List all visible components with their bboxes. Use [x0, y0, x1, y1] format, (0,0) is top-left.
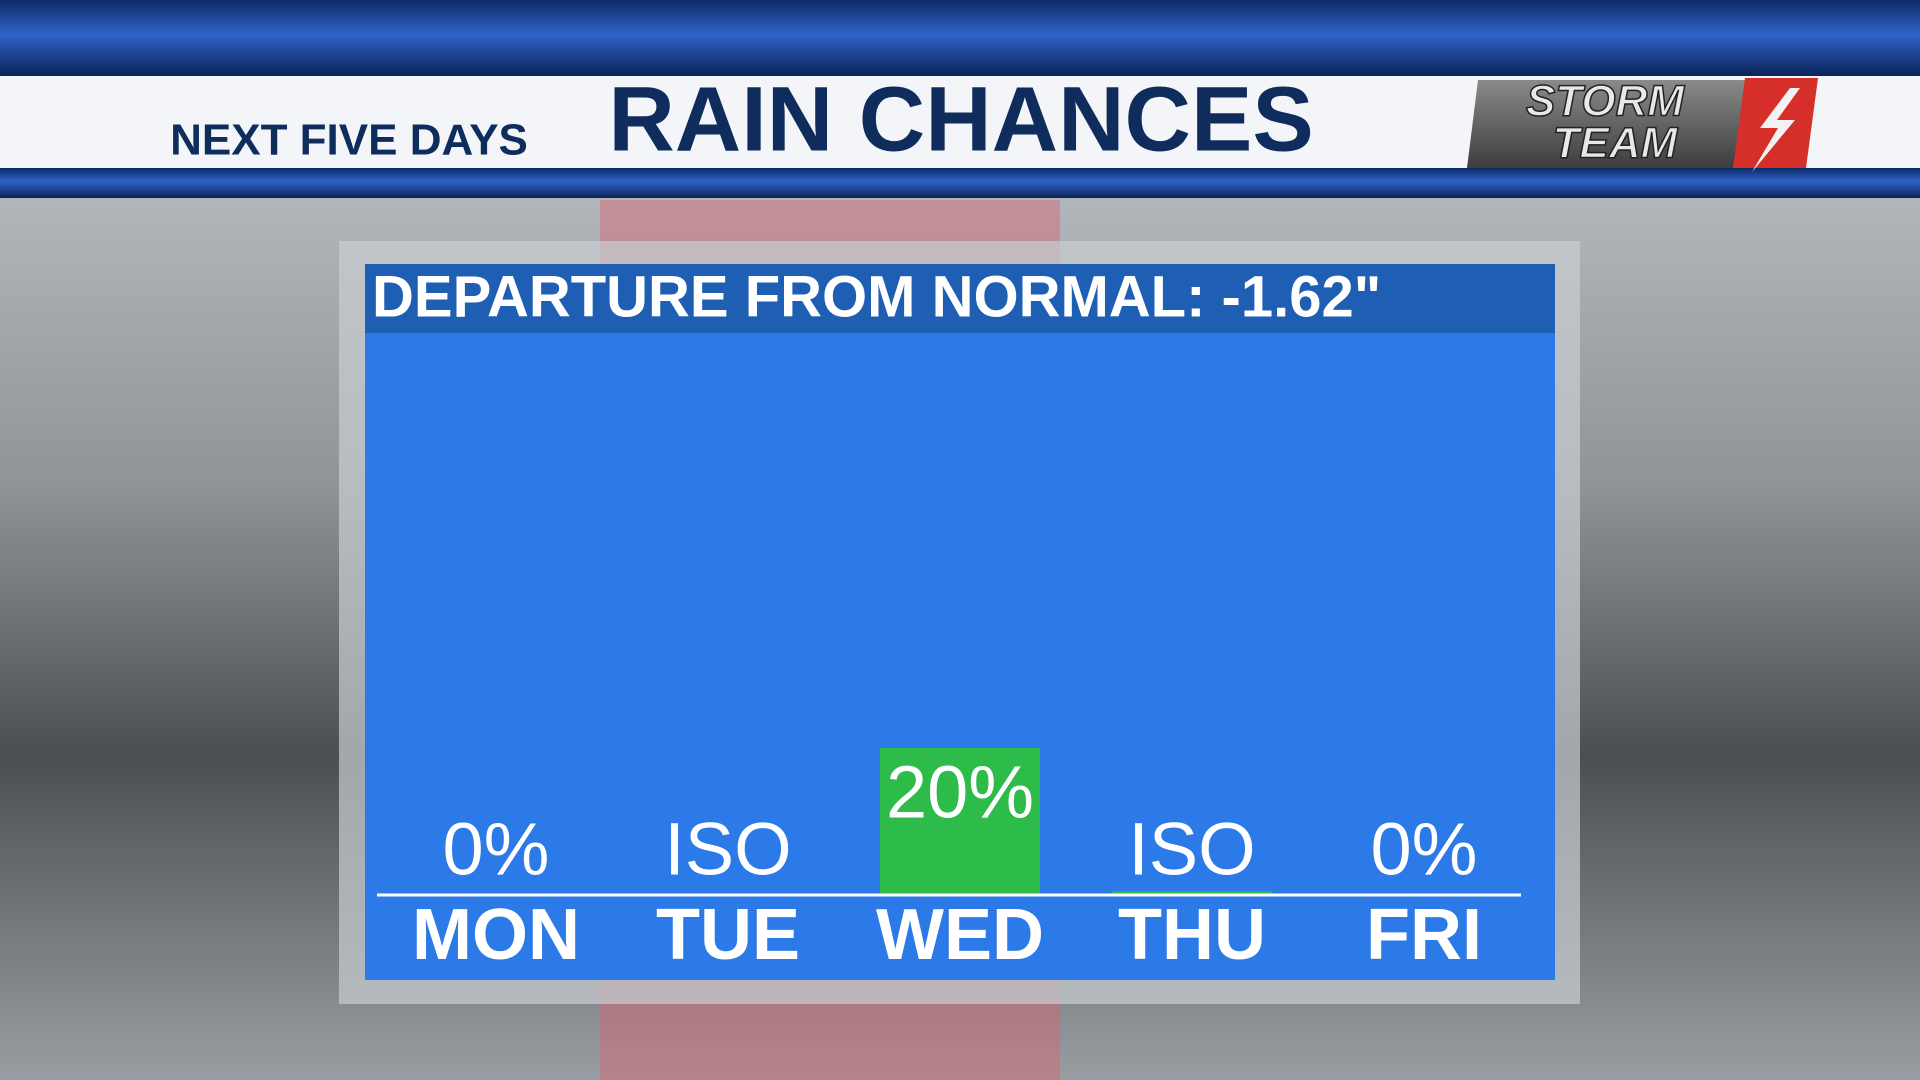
value-label: 0%: [443, 808, 550, 891]
category-label: TUE: [656, 895, 800, 975]
value-label: ISO: [664, 808, 791, 891]
category-label: THU: [1118, 895, 1266, 975]
value-label: 20%: [886, 751, 1034, 834]
logo-text: TEAM: [1553, 119, 1679, 168]
category-label: MON: [412, 895, 580, 975]
value-label: 0%: [1371, 808, 1478, 891]
logo-plate: [1467, 80, 1745, 168]
header-rule: [0, 168, 1920, 198]
logo: STORM TEAM: [1467, 76, 1818, 172]
title: RAIN CHANCES: [608, 68, 1313, 170]
logo-text: STORM: [1526, 77, 1685, 126]
subtitle: NEXT FIVE DAYS: [170, 116, 528, 165]
bar: [880, 748, 1040, 895]
category-label: FRI: [1366, 895, 1482, 975]
chart-title: DEPARTURE FROM NORMAL: -1.62": [372, 264, 1381, 329]
bar: [1112, 891, 1272, 895]
top-band: [0, 0, 1920, 76]
value-label: ISO: [1128, 808, 1255, 891]
category-label: WED: [876, 895, 1044, 975]
chart-header: [365, 264, 1555, 333]
